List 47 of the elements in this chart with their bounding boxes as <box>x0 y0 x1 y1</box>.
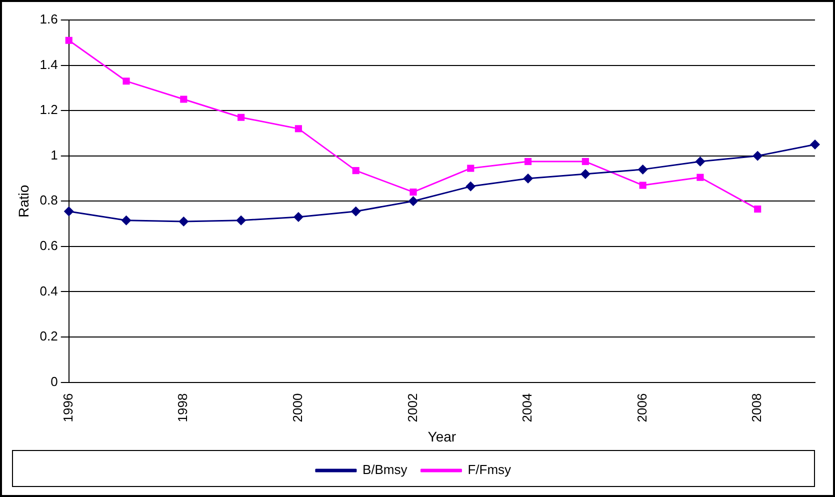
point <box>352 167 360 174</box>
point <box>696 174 704 181</box>
x-tick-label: 2006 <box>634 393 650 422</box>
y-axis-title: Ratio <box>15 184 32 218</box>
point <box>580 168 590 179</box>
point <box>695 156 706 167</box>
y-tick-label: 0.4 <box>40 283 58 298</box>
point <box>236 215 246 226</box>
y-tick-label: 0.2 <box>40 328 58 344</box>
point <box>582 158 589 166</box>
point <box>64 206 74 216</box>
y-tick-label: 1.6 <box>40 12 58 27</box>
point <box>238 114 245 121</box>
x-tick-label: 1996 <box>60 393 76 422</box>
y-tick-label: 0.8 <box>40 192 58 208</box>
point <box>410 188 417 196</box>
point <box>524 158 532 166</box>
y-tick-label: 0 <box>50 374 58 389</box>
x-tick-label: 1998 <box>175 393 190 422</box>
point <box>178 216 189 227</box>
point <box>122 78 130 85</box>
y-tick-label: 1.2 <box>40 102 58 118</box>
y-tick-label: 1 <box>50 147 58 162</box>
point <box>638 164 648 174</box>
point <box>754 206 762 213</box>
x-tick-label: 2004 <box>520 393 535 422</box>
point <box>65 36 72 44</box>
x-tick-label: 2002 <box>404 393 420 422</box>
point <box>121 215 132 226</box>
point <box>752 150 763 161</box>
x-tick-label: 2000 <box>290 393 306 422</box>
point <box>293 212 304 222</box>
point <box>408 196 418 206</box>
point <box>180 96 188 103</box>
point <box>639 182 646 189</box>
point <box>810 140 820 150</box>
legend-label: F/Fmsy <box>468 462 512 478</box>
y-tick-label: 1.4 <box>40 56 58 72</box>
legend-label: B/Bmsy <box>362 462 408 478</box>
point <box>466 181 476 192</box>
y-tick-label: 0.6 <box>40 238 58 254</box>
point <box>467 164 474 172</box>
point <box>350 206 361 216</box>
x-tick-label: 2008 <box>749 393 764 422</box>
point <box>523 174 534 184</box>
x-axis-title: Year <box>428 428 456 444</box>
point <box>294 125 302 132</box>
